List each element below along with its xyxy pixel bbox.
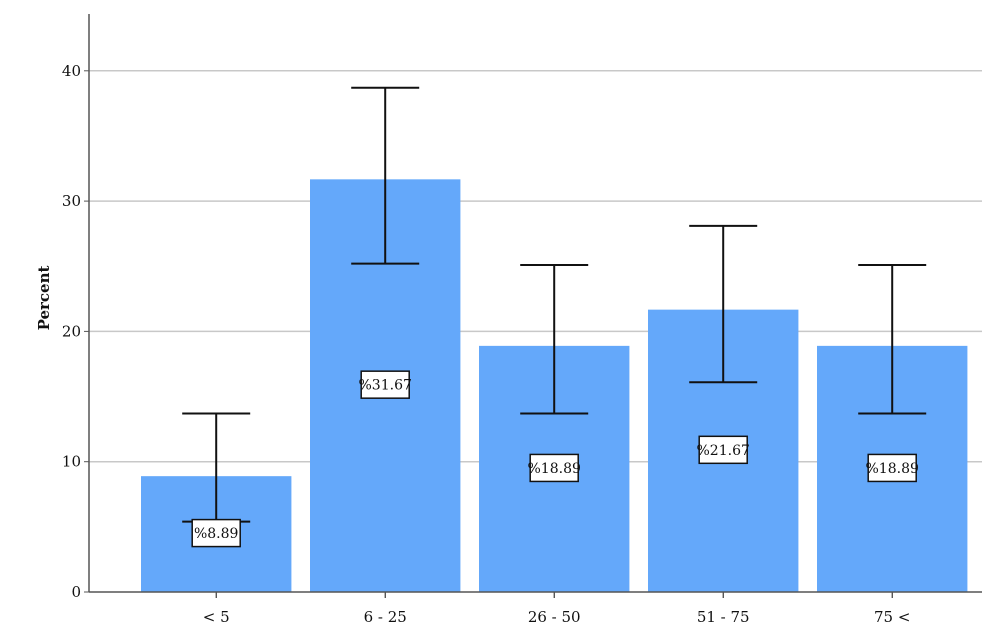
y-tick-label: 0: [71, 583, 81, 601]
data-label: %8.89: [194, 526, 238, 542]
data-label-box: [529, 453, 579, 483]
data-label: %31.67: [359, 378, 412, 394]
x-tick-label: 51 - 75: [697, 608, 750, 626]
data-labels: %8.89 %31.67 %18.89 %21.67 %18.89: [191, 370, 919, 548]
data-label: %18.89: [528, 461, 581, 477]
data-label-box: [698, 435, 748, 465]
y-tick-label: 40: [62, 62, 81, 80]
x-tick-label: 75 <: [874, 608, 910, 626]
data-label-box: [360, 370, 410, 399]
y-axis-title: Percent: [35, 266, 53, 331]
data-label-box: [191, 518, 241, 548]
x-tick-labels: < 5 6 - 25 26 - 50 51 - 75 75 <: [203, 608, 911, 626]
y-tick-label: 30: [62, 192, 81, 210]
x-tick-label: < 5: [203, 608, 230, 626]
axes: [84, 14, 982, 598]
data-label: %18.89: [866, 461, 919, 477]
y-tick-label: 10: [62, 453, 81, 471]
data-label: %21.67: [697, 443, 750, 459]
data-label-box: [867, 453, 917, 483]
x-tick-label: 6 - 25: [364, 608, 407, 626]
y-tick-label: 20: [62, 322, 81, 340]
y-tick-labels: 0 10 20 30 40: [62, 62, 81, 601]
x-tick-label: 26 - 50: [528, 608, 581, 626]
